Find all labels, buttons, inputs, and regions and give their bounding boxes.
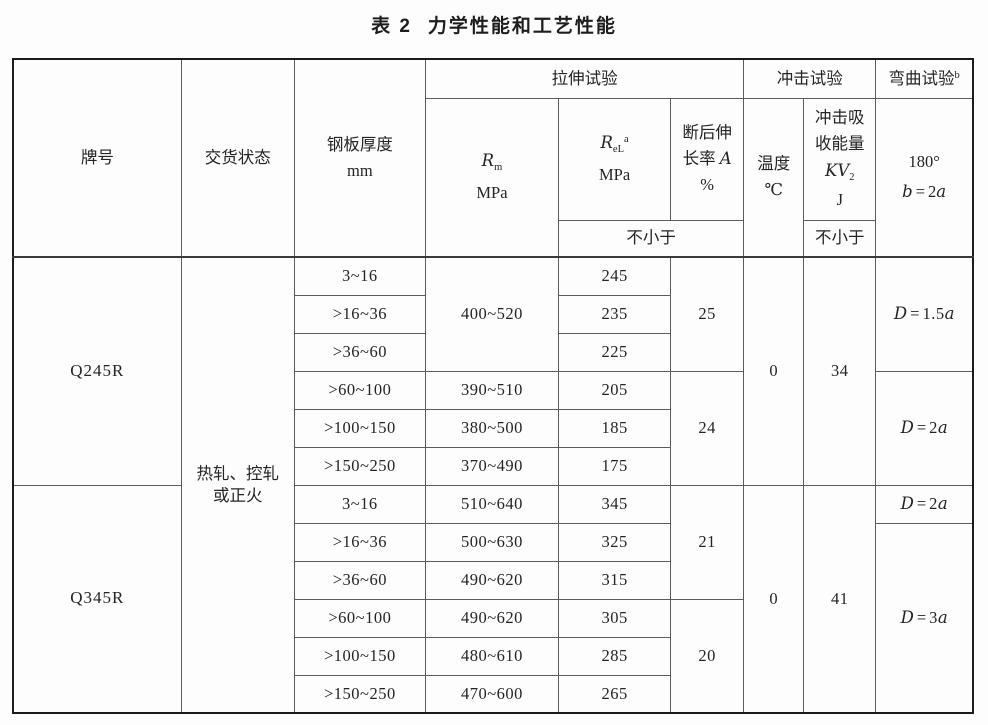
rel-cell: 175 <box>558 446 672 486</box>
header-rel: ReLa MPa <box>558 97 672 221</box>
rm-cell: 490~620 <box>424 560 560 600</box>
header-group-impact-test: 冲击试验 <box>743 58 877 99</box>
rm-cell: 380~500 <box>424 408 560 448</box>
rel-cell: 245 <box>558 256 672 296</box>
bend-formula: b = 2a <box>902 181 947 201</box>
header-delivery-state: 交货状态 <box>180 58 295 258</box>
header-rm: Rm MPa <box>424 97 560 258</box>
table-title-text: 力学性能和工艺性能 <box>427 16 617 37</box>
elongation-cell: 24 <box>670 370 745 486</box>
thickness-cell: >36~60 <box>293 560 426 600</box>
bend-group-label: 弯曲试验 <box>888 68 955 88</box>
elongation-cell: 21 <box>670 484 745 600</box>
rm-cell: 500~630 <box>424 522 560 562</box>
thickness-label: 钢板厚度 <box>326 134 393 154</box>
thickness-cell: >100~150 <box>293 636 426 676</box>
thickness-cell: >150~250 <box>293 446 426 486</box>
rel-cell: 265 <box>558 674 672 714</box>
thickness-unit: mm <box>347 161 373 180</box>
rm-unit: MPa <box>476 183 508 203</box>
rm-cell: 510~640 <box>424 484 560 524</box>
thickness-cell: >60~100 <box>293 598 426 638</box>
not-less-than-impact: 不小于 <box>803 219 877 258</box>
impact-energy-cell: 41 <box>803 484 877 714</box>
delivery-state-cell: 热轧、控轧 或正火 <box>180 256 295 714</box>
thickness-cell: 3~16 <box>293 256 426 296</box>
table-title: 表 2 力学性能和工艺性能 <box>0 11 988 38</box>
rel-cell: 225 <box>558 332 672 372</box>
thickness-cell: >16~36 <box>293 294 426 334</box>
rel-formula: ReLa <box>600 132 629 155</box>
bend-cell: D = 2a <box>875 370 974 486</box>
bend-cell: D = 1.5a <box>875 256 974 372</box>
elongation-label-2: 长率 A <box>682 148 732 168</box>
delivery-line-1: 热轧、控轧 <box>196 463 279 483</box>
bend-angle: 180° <box>908 152 940 172</box>
rm-formula: Rm <box>481 151 503 174</box>
rm-cell: 370~490 <box>424 446 560 486</box>
table-row: Q345R 3~16 510~640 345 21 0 41 D = 2a <box>12 484 974 714</box>
thickness-cell: >16~36 <box>293 522 426 562</box>
properties-table: 牌号 交货状态 钢板厚度 mm 拉伸试验 冲击试验 弯曲试验b Rm MPa R… <box>12 58 974 714</box>
bend-cell: D = 3a <box>875 522 974 714</box>
rm-cell: 470~600 <box>424 674 560 714</box>
table-row: >150~250 370~490 175 <box>13 446 973 486</box>
bend-group-footnote-sup: b <box>954 69 960 81</box>
header-grade: 牌号 <box>12 58 182 258</box>
impact-energy-label-1: 冲击吸 <box>815 108 865 128</box>
table-row: >16~36 235 <box>13 294 973 334</box>
temperature-cell: 0 <box>743 484 805 714</box>
header-group-bend-test: 弯曲试验b <box>875 58 974 99</box>
temperature-unit: ℃ <box>764 180 783 200</box>
grade-cell-q345r: Q345R <box>12 484 182 714</box>
table-row: >150~250 470~600 265 <box>13 674 973 714</box>
thickness-cell: >36~60 <box>293 332 426 372</box>
rel-cell: 285 <box>558 636 672 676</box>
thickness-cell: >150~250 <box>293 674 426 714</box>
impact-energy-unit: J <box>836 189 843 209</box>
rel-cell: 235 <box>558 294 672 334</box>
header-plate-thickness: 钢板厚度 mm <box>293 58 426 258</box>
elongation-cell: 20 <box>670 598 745 714</box>
thickness-cell: >100~150 <box>293 408 426 448</box>
elongation-cell: 25 <box>670 256 745 372</box>
impact-energy-cell: 34 <box>803 256 877 486</box>
thickness-cell: >60~100 <box>293 370 426 410</box>
rel-cell: 325 <box>558 522 672 562</box>
table-row: Q245R 热轧、控轧 或正火 3~16 400~520 245 25 0 34… <box>12 256 974 714</box>
rel-cell: 185 <box>558 408 672 448</box>
header-group-tensile-test: 拉伸试验 <box>424 58 745 99</box>
grade-cell-q245r: Q245R <box>12 256 182 486</box>
table-number: 表 2 <box>371 16 412 37</box>
elongation-label-1: 断后伸 <box>682 122 732 142</box>
table-row: >36~60 225 <box>13 332 973 372</box>
temperature-label: 温度 <box>757 153 791 173</box>
table-row: >60~100 390~510 205 24 D = 2a <box>13 370 974 486</box>
rel-cell: 315 <box>558 560 672 600</box>
header-elongation: 断后伸 长率 A % <box>670 97 745 221</box>
elongation-unit: % <box>700 175 715 195</box>
impact-energy-formula: KV2 <box>825 160 855 183</box>
header-impact-energy: 冲击吸 收能量 KV2 J <box>803 97 877 221</box>
thickness-cell: 3~16 <box>293 484 426 524</box>
not-less-than-tensile: 不小于 <box>558 219 745 258</box>
rel-cell: 305 <box>558 598 672 638</box>
rm-cell: 390~510 <box>424 370 560 410</box>
temperature-cell: 0 <box>743 256 805 486</box>
header-temperature: 温度 ℃ <box>743 97 805 258</box>
table-row: >100~150 380~500 185 <box>13 408 973 448</box>
delivery-line-2: 或正火 <box>212 486 263 505</box>
rel-cell: 345 <box>558 484 672 524</box>
bend-cell: D = 2a <box>875 484 974 524</box>
rm-cell: 490~620 <box>424 598 560 638</box>
impact-energy-label-2: 收能量 <box>815 134 865 154</box>
rm-cell: 480~610 <box>424 636 560 676</box>
rel-unit: MPa <box>599 164 631 184</box>
table-row: >16~36 500~630 325 D = 3a <box>13 522 974 714</box>
rel-cell: 205 <box>558 370 672 410</box>
header-bend-spec: 180° b = 2a <box>875 97 974 258</box>
table-row: >36~60 490~620 315 <box>13 560 973 600</box>
rm-cell: 400~520 <box>424 256 560 372</box>
